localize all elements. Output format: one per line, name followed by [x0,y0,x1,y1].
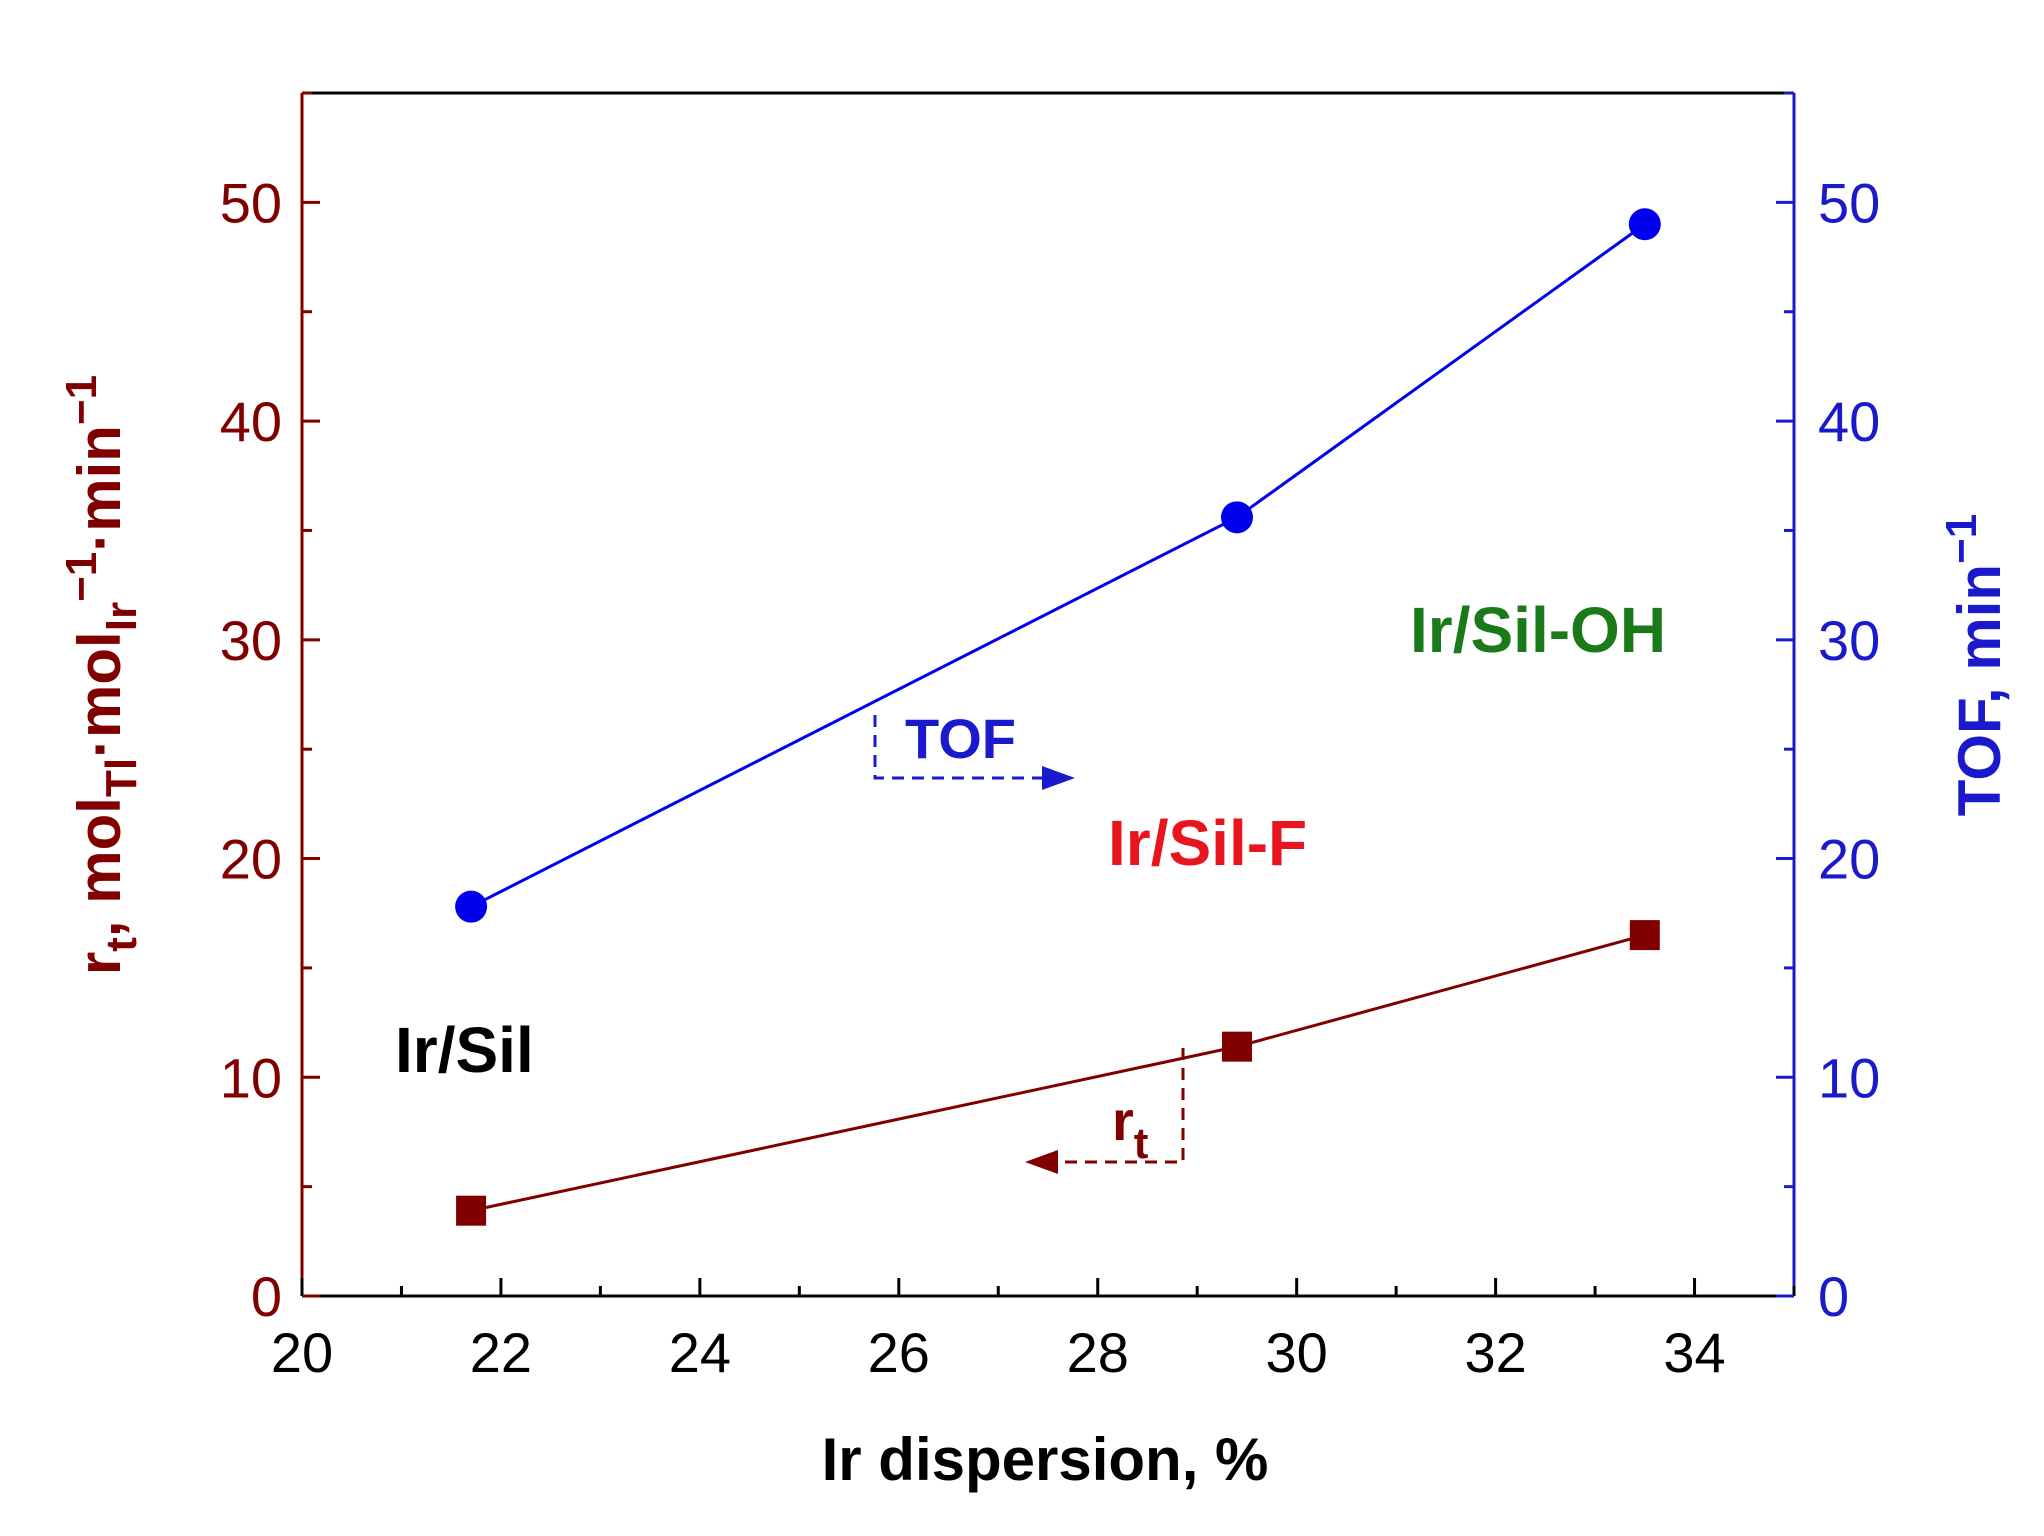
axes-layer: 20 22 24 26 28 30 32 34 0 10 20 30 40 50 0 10 20 30 40 50 [220,91,1880,1384]
x-tick-label: 22 [470,1321,532,1384]
y-left-tick-label: 0 [251,1265,282,1328]
x-tick-label: 26 [868,1321,930,1384]
y-right-title-sup: −1 [1937,514,1986,564]
x-tick-label: 34 [1663,1321,1725,1384]
y-left-title-dot2: ·min [66,425,133,552]
y-right-tick-label: 40 [1818,390,1880,453]
series-line-tof [470,223,1646,909]
data-point-tof [1220,501,1253,534]
series-layer [455,208,1661,1226]
data-point-tof [455,890,488,923]
data-point-rt [456,1195,487,1226]
rt-arrow-label-sub: t [1134,1119,1149,1168]
y-right-tick-label: 50 [1818,171,1880,234]
y-right-tick-label: 0 [1818,1265,1849,1328]
x-tick-label: 30 [1266,1321,1328,1384]
tof-arrow-label: TOF [905,707,1016,770]
data-point-rt [1629,920,1660,951]
annotation-ir-sil: Ir/Sil [395,1014,534,1086]
y-left-title-dot1: ·mol [66,631,133,758]
rt-arrow-label-main: r [1112,1089,1134,1152]
rt-arrow-head [1025,1150,1058,1174]
y-left-tick-label: 10 [220,1046,282,1109]
data-point-rt [1221,1031,1252,1062]
data-point-tof [1628,208,1661,241]
y-axis-left-title: rt, molTl·molIr−1·min−1 [57,375,146,975]
annotation-ir-sil-oh: Ir/Sil-OH [1410,594,1666,666]
x-tick-label: 24 [669,1321,731,1384]
y-left-title-r-sub: t [97,937,146,952]
x-tick-label: 28 [1067,1321,1129,1384]
tof-arrow-line [873,715,1042,780]
y-right-title-main: TOF, min [1946,564,2013,816]
y-left-tick-label: 40 [220,390,282,453]
x-axis-title: Ir dispersion, % [822,1426,1269,1493]
x-tick-label: 20 [271,1321,333,1384]
y-axis-right-title: TOF, min−1 [1937,514,2013,816]
annotation-ir-sil-f: Ir/Sil-F [1108,807,1307,879]
rt-arrow-label: rt [1112,1089,1149,1168]
y-left-title-r: r [66,952,133,975]
y-right-tick-label: 30 [1818,609,1880,672]
y-right-tick-label: 20 [1818,828,1880,891]
y-left-title-mol1-sub: Tl [97,758,146,797]
y-right-tick-label: 10 [1818,1046,1880,1109]
y-left-title-sep1: , mol [66,797,133,937]
annotation-layer: Ir/Sil Ir/Sil-F Ir/Sil-OH TOF rt [395,594,1666,1174]
y-left-tick-label: 50 [220,171,282,234]
y-left-tick-label: 20 [220,828,282,891]
x-tick-label: 32 [1464,1321,1526,1384]
y-left-title-sup1: −1 [57,552,106,602]
y-left-tick-label: 30 [220,609,282,672]
y-left-title-sup2: −1 [57,375,106,425]
tof-arrow-head [1042,766,1075,790]
y-left-title-mol2-sub: Ir [97,602,146,631]
